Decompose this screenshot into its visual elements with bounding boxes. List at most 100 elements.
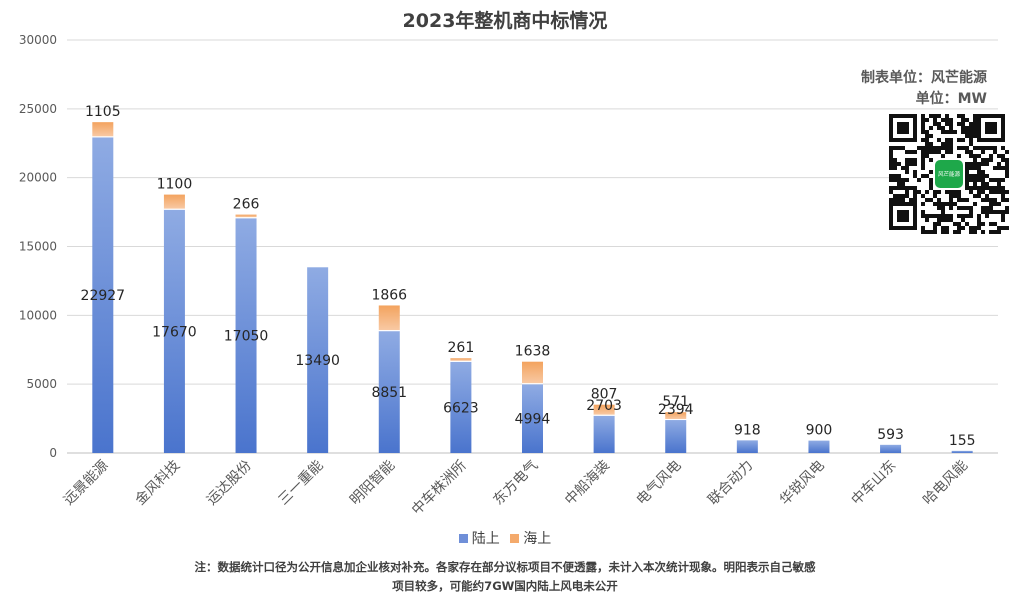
qr-module — [985, 186, 989, 190]
qr-module — [925, 150, 929, 154]
qr-module — [925, 190, 929, 194]
qr-module — [925, 214, 929, 218]
qr-module — [949, 138, 953, 142]
qr-module — [949, 194, 953, 198]
qr-module — [921, 174, 925, 178]
qr-module — [905, 194, 909, 198]
qr-module — [965, 166, 969, 170]
maker-label: 制表单位：风芒能源 — [861, 70, 987, 86]
y-tick-label: 30000 — [19, 33, 57, 47]
qr-module — [961, 118, 965, 122]
qr-module — [957, 230, 961, 234]
qr-module — [969, 126, 973, 130]
qr-module — [981, 174, 985, 178]
qr-module — [973, 146, 977, 150]
qr-module — [929, 198, 933, 202]
qr-module — [941, 214, 945, 218]
qr-module — [933, 150, 937, 154]
qr-module — [989, 198, 993, 202]
x-tick-label: 明阳智能 — [347, 458, 398, 509]
qr-module — [969, 214, 973, 218]
qr-finder — [897, 210, 909, 222]
qr-module — [981, 162, 985, 166]
qr-module — [969, 190, 973, 194]
qr-module — [929, 158, 933, 162]
qr-module — [893, 174, 897, 178]
qr-module — [993, 210, 997, 214]
qr-module — [973, 158, 977, 162]
qr-module — [1005, 198, 1009, 202]
qr-module — [897, 186, 901, 190]
qr-module — [889, 146, 893, 150]
qr-module — [949, 218, 953, 222]
qr-module — [921, 202, 925, 206]
qr-module — [965, 126, 969, 130]
qr-module — [969, 206, 973, 210]
qr-module — [913, 162, 917, 166]
qr-module — [905, 190, 909, 194]
qr-module — [1001, 218, 1005, 222]
qr-module — [905, 170, 909, 174]
qr-module — [905, 162, 909, 166]
qr-module — [965, 178, 969, 182]
qr-module — [921, 158, 925, 162]
qr-module — [993, 198, 997, 202]
qr-module — [929, 230, 933, 234]
qr-module — [973, 134, 977, 138]
qr-module — [913, 170, 917, 174]
qr-module — [977, 174, 981, 178]
qr-module — [977, 154, 981, 158]
qr-module — [961, 198, 965, 202]
data-label-offshore: 571 — [662, 394, 689, 410]
qr-module — [989, 230, 993, 234]
qr-module — [937, 146, 941, 150]
bar-onshore — [235, 218, 257, 453]
qr-module — [997, 226, 1001, 230]
qr-module — [921, 146, 925, 150]
qr-module — [961, 138, 965, 142]
qr-module — [929, 214, 933, 218]
qr-logo-icon — [935, 160, 963, 188]
qr-module — [973, 194, 977, 198]
qr-module — [989, 202, 993, 206]
qr-module — [949, 190, 953, 194]
qr-module — [977, 178, 981, 182]
qr-module — [1005, 158, 1009, 162]
qr-module — [961, 218, 965, 222]
qr-module — [977, 170, 981, 174]
qr-module — [965, 170, 969, 174]
qr-module — [985, 206, 989, 210]
qr-module — [905, 158, 909, 162]
qr-module — [933, 190, 937, 194]
qr-module — [953, 202, 957, 206]
qr-module — [1001, 226, 1005, 230]
qr-module — [929, 146, 933, 150]
qr-module — [973, 166, 977, 170]
bar-onshore — [593, 415, 615, 453]
qr-module — [969, 122, 973, 126]
qr-module — [909, 186, 913, 190]
qr-module — [981, 150, 985, 154]
qr-module — [985, 210, 989, 214]
data-label-onshore: 900 — [806, 423, 833, 439]
qr-module — [969, 178, 973, 182]
qr-module — [985, 158, 989, 162]
data-label-offshore: 261 — [448, 340, 475, 356]
qr-module — [949, 118, 953, 122]
qr-module — [969, 226, 973, 230]
x-tick-label: 中车山东 — [848, 457, 900, 509]
qr-module — [941, 130, 945, 134]
qr-module — [953, 190, 957, 194]
qr-module — [913, 190, 917, 194]
qr-module — [937, 126, 941, 130]
qr-module — [905, 150, 909, 154]
qr-module — [977, 214, 981, 218]
qr-module — [941, 142, 945, 146]
qr-module — [893, 198, 897, 202]
qr-module — [981, 230, 985, 234]
qr-module — [949, 214, 953, 218]
qr-module — [989, 178, 993, 182]
qr-module — [1001, 198, 1005, 202]
x-tick-label: 中车株洲所 — [408, 457, 470, 519]
qr-module — [945, 190, 949, 194]
